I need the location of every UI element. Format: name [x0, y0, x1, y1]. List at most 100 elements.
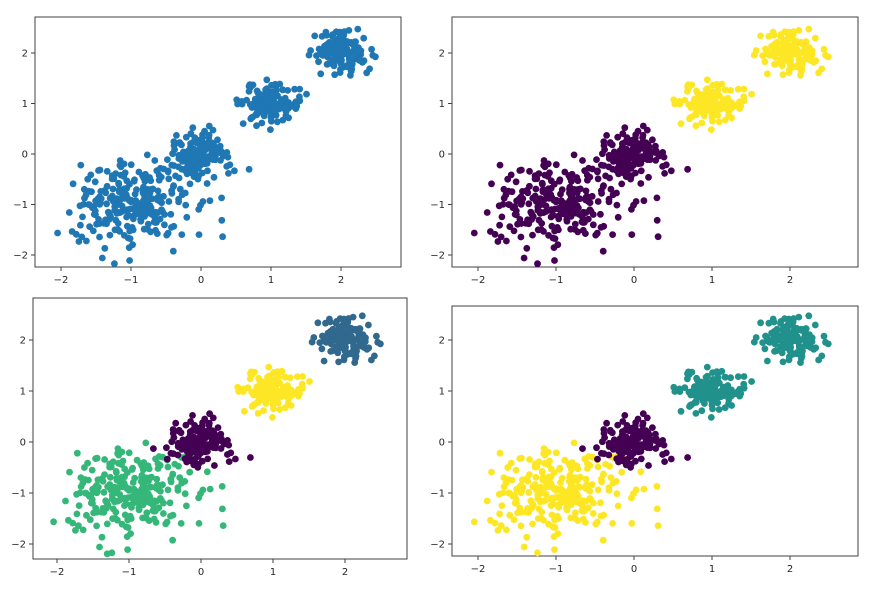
scatter-point	[124, 494, 132, 501]
scatter-point	[721, 116, 729, 124]
scatter-point	[86, 516, 94, 524]
scatter-point	[511, 499, 519, 507]
scatter-point	[707, 126, 715, 133]
scatter-point	[93, 487, 101, 495]
scatter-point	[151, 157, 159, 164]
scatter-point	[207, 433, 215, 441]
scatter-point	[623, 134, 631, 142]
scatter-point	[182, 201, 190, 209]
scatter-point	[494, 527, 502, 534]
scatter-point	[143, 151, 151, 159]
scatter-point	[582, 475, 590, 483]
scatter-point	[554, 212, 562, 220]
scatter-point	[184, 435, 192, 443]
scatter-point	[90, 211, 98, 218]
scatter-point	[174, 487, 182, 494]
scatter-point	[523, 533, 531, 541]
scatter-point	[337, 46, 345, 54]
scatter-point	[728, 402, 735, 409]
scatter-point	[593, 518, 601, 526]
scatter-points	[470, 312, 832, 557]
scatter-point	[164, 486, 172, 494]
scatter-point	[759, 52, 767, 59]
scatter-point	[571, 196, 578, 204]
scatter-point	[100, 488, 108, 496]
scatter-point	[775, 48, 783, 56]
scatter-point	[571, 509, 579, 517]
scatter-point	[95, 216, 102, 223]
scatter-point	[139, 501, 147, 509]
scatter-point	[765, 51, 772, 58]
scatter-point	[725, 108, 733, 115]
scatter-point	[616, 147, 624, 155]
scatter-point	[551, 235, 559, 243]
scatter-point	[261, 391, 268, 399]
scatter-panel-bottom-left: −2 −1 0 1 2 2 1 0 −1 −2	[11, 297, 408, 578]
scatter-point	[161, 221, 168, 229]
scatter-point	[787, 333, 794, 341]
scatter-point	[778, 62, 786, 70]
scatter-point	[285, 114, 292, 122]
y-tick-label: 1	[439, 387, 445, 398]
scatter-point	[224, 451, 231, 458]
scatter-point	[142, 170, 149, 178]
scatter-point	[797, 72, 804, 79]
scatter-point	[218, 194, 226, 202]
scatter-point	[73, 449, 81, 457]
scatter-point	[715, 118, 723, 126]
scatter-point	[686, 101, 694, 109]
scatter-point	[535, 458, 543, 466]
y-tick-label: 2	[20, 336, 26, 347]
scatter-point	[273, 395, 281, 402]
scatter-point	[276, 80, 284, 88]
scatter-point	[632, 198, 640, 205]
scatter-point	[191, 134, 199, 142]
scatter-point	[335, 358, 342, 366]
scatter-point	[268, 81, 275, 89]
scatter-point	[698, 119, 706, 127]
scatter-point	[296, 85, 304, 93]
scatter-point	[145, 517, 153, 524]
scatter-point	[189, 124, 197, 132]
scatter-point	[697, 378, 705, 386]
scatter-point	[765, 319, 773, 327]
scatter-point	[111, 498, 118, 506]
scatter-point	[296, 97, 304, 105]
scatter-point	[205, 419, 213, 427]
scatter-point	[537, 195, 544, 203]
scatter-point	[80, 185, 88, 193]
scatter-point	[187, 440, 195, 448]
scatter-point	[168, 224, 175, 231]
scatter-point	[561, 207, 569, 215]
scatter-point	[267, 126, 274, 133]
scatter-point	[532, 185, 540, 193]
scatter-point	[318, 345, 326, 353]
scatter-point	[287, 402, 295, 409]
scatter-point	[132, 197, 140, 205]
scatter-point	[187, 457, 195, 465]
scatter-point	[153, 475, 161, 483]
scatter-point	[75, 502, 83, 509]
scatter-point	[167, 210, 175, 218]
scatter-point	[653, 483, 661, 490]
scatter-point	[588, 192, 596, 200]
scatter-point	[152, 455, 159, 463]
scatter-point	[178, 191, 186, 199]
scatter-point	[209, 414, 217, 422]
scatter-point	[783, 54, 791, 61]
scatter-point	[190, 435, 198, 442]
scatter-plot-1: −2 −1 0 1 2 2 1 0 −1 −2	[13, 16, 402, 286]
scatter-point	[597, 210, 604, 218]
scatter-point	[718, 80, 726, 88]
scatter-point	[219, 233, 227, 241]
scatter-point	[175, 198, 183, 206]
scatter-point	[637, 455, 645, 463]
scatter-point	[762, 45, 769, 53]
scatter-point	[255, 397, 262, 405]
scatter-point	[684, 165, 691, 173]
scatter-point	[529, 231, 536, 239]
scatter-point	[95, 167, 102, 174]
scatter-point	[822, 338, 829, 346]
scatter-point	[232, 455, 239, 463]
x-tick-label: −2	[54, 275, 69, 286]
